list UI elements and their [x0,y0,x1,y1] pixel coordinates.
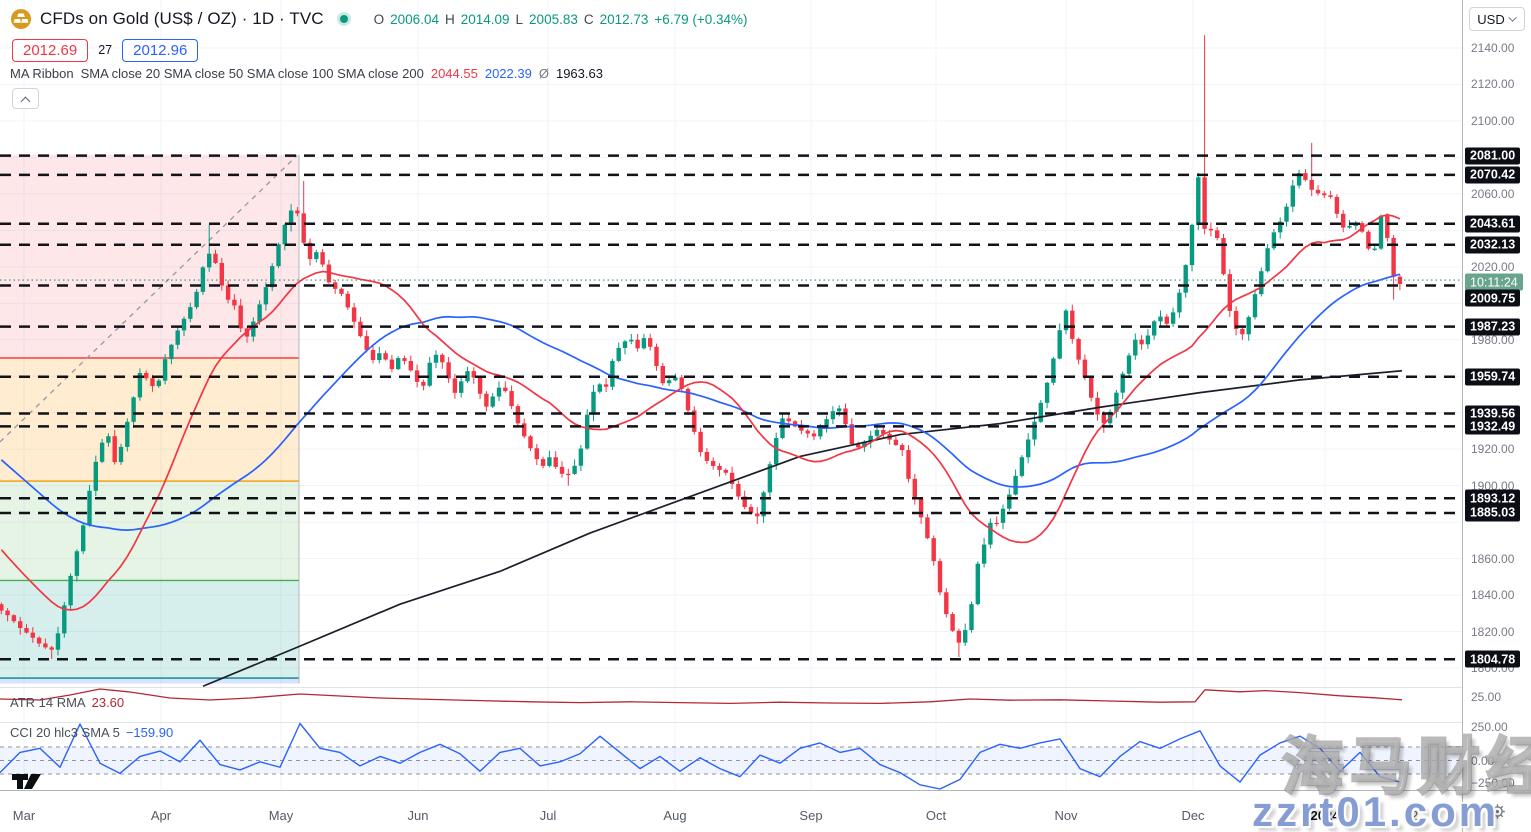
time-axis-label: 2024 [1310,808,1340,823]
level-price-label: 1959.74 [1465,368,1521,386]
price-axis[interactable]: USD 10:11:24 2140.00 2120.00 2100.00 2060.0… [1462,0,1531,790]
bar-countdown-label: 10:11:24 [1465,273,1523,291]
time-axis-label: Nov [1054,808,1078,823]
candlestick-layer [0,35,1403,659]
price-tick: 2060.00 [1471,186,1515,201]
price-tick: 2100.00 [1471,113,1515,128]
price-tick: 1840.00 [1471,588,1515,603]
chevron-down-icon [1508,13,1517,22]
settings-gear-icon[interactable] [1489,803,1506,820]
time-axis-label: Aug [663,808,687,823]
price-tick: 1920.00 [1471,442,1515,457]
time-axis-label: Jun [407,808,429,823]
grid-layer [0,0,1462,790]
level-lines-layer [0,154,1462,661]
cci-scale-tick: 250.00 [1471,719,1508,734]
chart-canvas[interactable] [0,0,1462,790]
time-axis-label: Oct [925,808,947,823]
collapse-legend-button[interactable] [12,88,39,109]
moving-average-layer [0,213,1403,688]
time-axis[interactable]: Mar Apr May Jun Jul Aug Sep Oct Nov Dec 2024 22 [0,790,1462,832]
zones-layer [0,154,300,684]
level-price-label: 2070.42 [1465,166,1521,184]
pane-separators [0,687,1462,723]
level-price-label: 1893.12 [1465,489,1521,507]
level-price-label: 1932.49 [1465,417,1521,435]
price-tick: 1980.00 [1471,332,1515,347]
ask-price-button[interactable]: 2012.96 [122,38,199,62]
time-axis-label: Apr [150,808,172,823]
cci-scale-tick: −250.00 [1471,776,1515,790]
level-price-label: 2009.75 [1465,289,1521,307]
bid-price-button[interactable]: 2012.69 [12,38,89,62]
price-tick: 2020.00 [1471,259,1515,274]
price-tick: 1820.00 [1471,624,1515,639]
spread-value: 27 [98,43,113,57]
axis-corner [1462,790,1531,832]
tradingview-logo-icon [12,774,41,789]
level-price-label: 1885.03 [1465,504,1521,522]
price-tick: 2140.00 [1471,41,1515,55]
level-price-label: 1804.78 [1465,650,1521,668]
chart-svg [0,0,1462,790]
price-tick: 1860.00 [1471,551,1515,566]
price-tick: 1900.00 [1471,478,1515,493]
level-price-label: 1987.23 [1465,318,1521,336]
time-axis-label: Dec [1181,808,1205,823]
level-price-label: 1939.56 [1465,405,1521,422]
currency-dropdown[interactable]: USD [1469,7,1525,31]
time-axis-label: 22 [1403,808,1419,823]
time-axis-label: May [268,808,294,823]
level-price-label: 2081.00 [1465,147,1521,165]
cci-pane-layer [0,722,1462,790]
time-axis-label: Mar [12,808,36,823]
atr-scale-tick: 25.00 [1471,690,1502,704]
time-axis-label: Sep [799,808,823,823]
level-price-label: 2043.61 [1465,215,1521,233]
level-price-label: 2032.13 [1465,236,1521,254]
price-tick: 2120.00 [1471,77,1515,92]
cci-scale-tick: 0.00 [1471,753,1495,768]
atr-pane-layer [0,688,1403,705]
time-axis-label: Jul [539,808,557,823]
